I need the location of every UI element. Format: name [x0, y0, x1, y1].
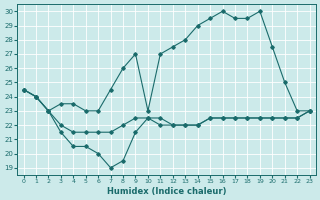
X-axis label: Humidex (Indice chaleur): Humidex (Indice chaleur) [107, 187, 226, 196]
